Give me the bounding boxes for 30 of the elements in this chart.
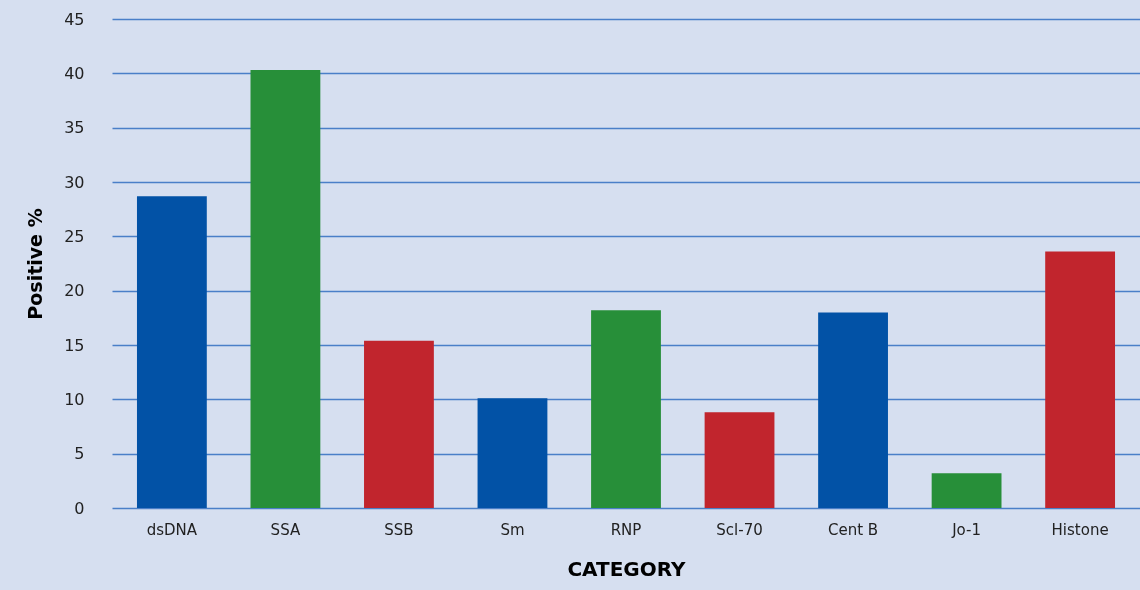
bar xyxy=(818,312,888,508)
y-tick-label: 20 xyxy=(64,281,85,301)
x-tick-label: Sm xyxy=(500,520,525,539)
bar xyxy=(931,473,1002,508)
y-tick-label: 0 xyxy=(74,498,85,518)
bar xyxy=(250,70,321,508)
x-tick-label: Scl-70 xyxy=(716,520,763,539)
bar xyxy=(136,196,207,508)
x-tick-label: SSB xyxy=(384,520,414,539)
x-axis-title: CATEGORY xyxy=(567,556,687,581)
bar xyxy=(1045,251,1116,508)
bar xyxy=(704,412,775,508)
y-tick-label: 35 xyxy=(64,118,85,138)
y-tick-label: 25 xyxy=(64,226,85,246)
y-tick-label: 15 xyxy=(64,335,85,355)
x-tick-label: RNP xyxy=(610,520,642,539)
x-tick-label: Jo-1 xyxy=(951,520,982,539)
x-tick-label: SSA xyxy=(270,520,301,539)
y-tick-label: 40 xyxy=(64,63,85,83)
y-tick-label: 10 xyxy=(64,389,85,409)
bar xyxy=(364,340,434,508)
y-axis-title: Positive % xyxy=(24,208,47,320)
x-tick-label: Cent B xyxy=(827,520,879,539)
bar xyxy=(477,398,548,508)
x-tick-label: dsDNA xyxy=(146,520,198,539)
x-tick-label: Histone xyxy=(1051,520,1109,539)
y-tick-label: 45 xyxy=(64,9,85,29)
y-tick-label: 30 xyxy=(64,172,85,192)
y-tick-label: 5 xyxy=(74,444,85,464)
bar xyxy=(591,310,661,508)
